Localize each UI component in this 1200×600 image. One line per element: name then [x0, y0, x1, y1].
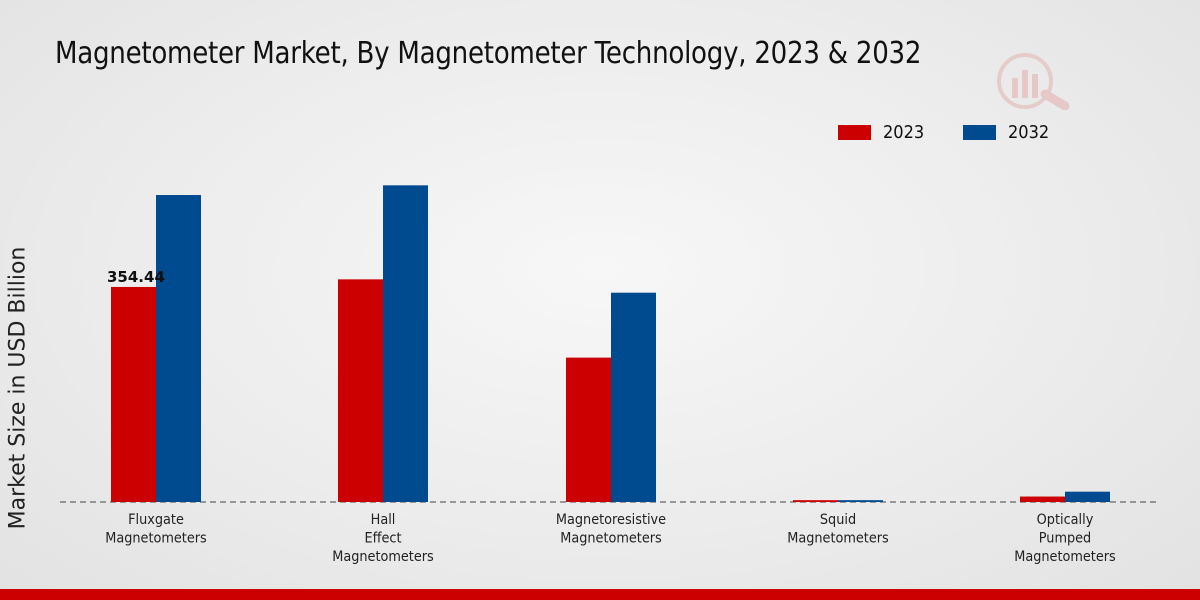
bar-2023-3[interactable]	[793, 500, 838, 502]
legend-label-2032: 2032	[1007, 122, 1050, 143]
bar-2023-2[interactable]	[566, 357, 611, 502]
bar-2032-2[interactable]	[611, 292, 656, 502]
legend-item-2032[interactable]: 2032	[962, 122, 1054, 143]
bar-2023-1[interactable]	[338, 279, 383, 502]
brand-logo-icon	[997, 53, 1070, 110]
x-tick-label-0: Fluxgate Magnetometers	[105, 513, 207, 547]
x-tick-label-4: Optically Pumped Magnetometers	[1014, 513, 1116, 566]
bar-2032-3[interactable]	[838, 500, 883, 502]
bar-2032-1[interactable]	[383, 185, 428, 502]
legend-swatch-2023	[838, 125, 871, 140]
x-tick-label-1: Hall Effect Magnetometers	[332, 513, 434, 566]
bar-2032-4[interactable]	[1065, 491, 1110, 502]
bottom-accent-bar	[0, 589, 1200, 600]
legend-item-2023[interactable]: 2023	[838, 122, 929, 143]
x-tick-label-3: Squid Magnetometers	[787, 513, 889, 547]
bar-2032-0[interactable]	[156, 195, 201, 502]
chart-legend: 2023 2032	[838, 122, 1088, 143]
bar-2023-0[interactable]	[111, 286, 156, 502]
x-tick-label-2: Magnetoresistive Magnetometers	[556, 513, 666, 547]
chart-title: Magnetometer Market, By Magnetometer Tec…	[55, 36, 922, 71]
legend-label-2023: 2023	[883, 122, 925, 143]
data-label-0: 354.44	[107, 268, 165, 286]
bar-2023-4[interactable]	[1020, 496, 1065, 502]
legend-swatch-2032	[962, 125, 996, 140]
